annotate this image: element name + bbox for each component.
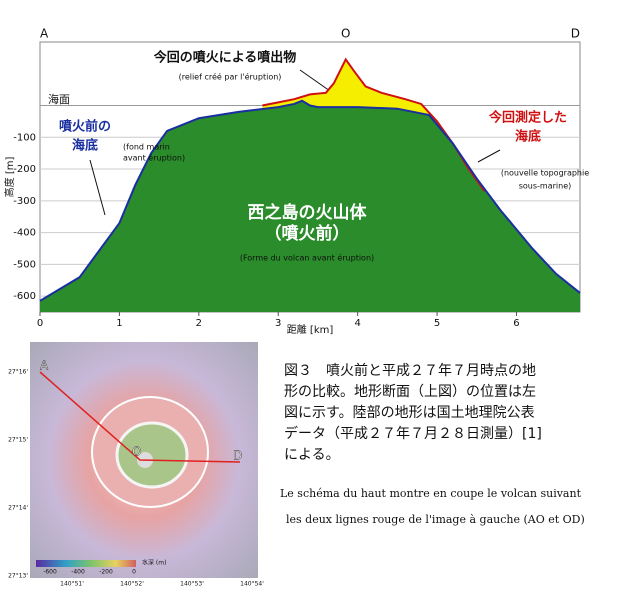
lat-label: 27°15' <box>8 437 28 444</box>
y-tick-label: -400 <box>13 228 36 239</box>
annotation: (relief créé par l'éruption) <box>179 72 282 82</box>
arrow <box>89 159 106 216</box>
annotation: 今回の噴火による噴出物 <box>153 50 297 66</box>
x-axis-label: 距離 [km] <box>287 323 334 336</box>
x-tick-label: 6 <box>513 318 519 329</box>
x-tick-label: 1 <box>116 318 122 329</box>
area-fill <box>40 100 580 312</box>
y-tick-label: -200 <box>13 164 36 175</box>
annotation: （噴火前） <box>265 223 350 244</box>
x-tick-label: 4 <box>354 318 360 329</box>
lon-label: 140°54' <box>240 581 264 588</box>
annotation: (nouvelle topographie <box>501 169 589 178</box>
x-tick-label: 2 <box>196 318 202 329</box>
section-label: A <box>40 27 49 41</box>
arrow <box>477 149 501 163</box>
annotation: sous-marine) <box>519 182 572 191</box>
colorbar-tick: -200 <box>99 569 113 576</box>
caption-ja: による。 <box>284 447 340 463</box>
section-label: D <box>571 27 580 41</box>
caption-ja: 図３ 噴火前と平成２７年７月時点の地 <box>284 362 536 379</box>
annotation: 今回測定した <box>488 110 567 126</box>
x-tick-label: 0 <box>37 318 43 329</box>
y-tick-label: -500 <box>13 259 36 270</box>
map-label: D <box>233 449 242 463</box>
map: A O D -600 -400 -200 0 水深 (m) <box>30 342 258 578</box>
island <box>115 421 189 489</box>
annotation: 海底 <box>515 129 541 145</box>
caption-ja: データ（平成２７年７月２８日測量）[1] <box>284 425 542 442</box>
caption-fr: Le schéma du haut montre en coupe le vol… <box>280 487 582 500</box>
y-axis-label: 高度 [m] <box>3 157 16 198</box>
annotation: (Forme du volcan avant éruption) <box>240 253 374 263</box>
colorbar-tick: 0 <box>132 569 136 576</box>
x-tick-label: 3 <box>275 318 281 329</box>
colorbar <box>36 560 136 567</box>
lat-label: 27°13' <box>8 573 28 580</box>
x-tick-label: 5 <box>434 318 440 329</box>
y-tick-label: -600 <box>13 291 36 302</box>
annotation: 海底 <box>72 138 98 154</box>
y-tick-label: -100 <box>13 132 36 143</box>
annotation: 噴火前の <box>59 119 111 135</box>
colorbar-title: 水深 (m) <box>142 559 166 567</box>
annotation: 海面 <box>48 92 70 106</box>
lat-label: 27°14' <box>8 505 28 512</box>
lat-label: 27°16' <box>8 369 28 376</box>
map-label: O <box>132 445 141 459</box>
profile-line <box>39 99 581 302</box>
lon-label: 140°53' <box>180 581 204 588</box>
section-label: O <box>341 27 350 41</box>
y-tick-label: -300 <box>13 196 36 207</box>
lon-label: 140°52' <box>120 581 144 588</box>
annotation: 西之島の火山体 <box>248 202 368 223</box>
annotation: (fond marin <box>123 143 170 152</box>
caption-ja: 形の比較。地形断面（上図）の位置は左 <box>284 384 536 400</box>
map-label: A <box>40 359 49 373</box>
caption-fr: les deux lignes rouge de l'image à gauch… <box>286 513 585 526</box>
section-line <box>39 371 241 463</box>
annotation: avant éruption) <box>123 153 185 163</box>
caption-ja: 図に示す。陸部の地形は国土地理院公表 <box>284 405 535 421</box>
colorbar-tick: -400 <box>71 569 85 576</box>
lon-label: 140°51' <box>60 581 84 588</box>
profile-line <box>262 57 486 192</box>
colorbar-tick: -600 <box>43 569 57 576</box>
